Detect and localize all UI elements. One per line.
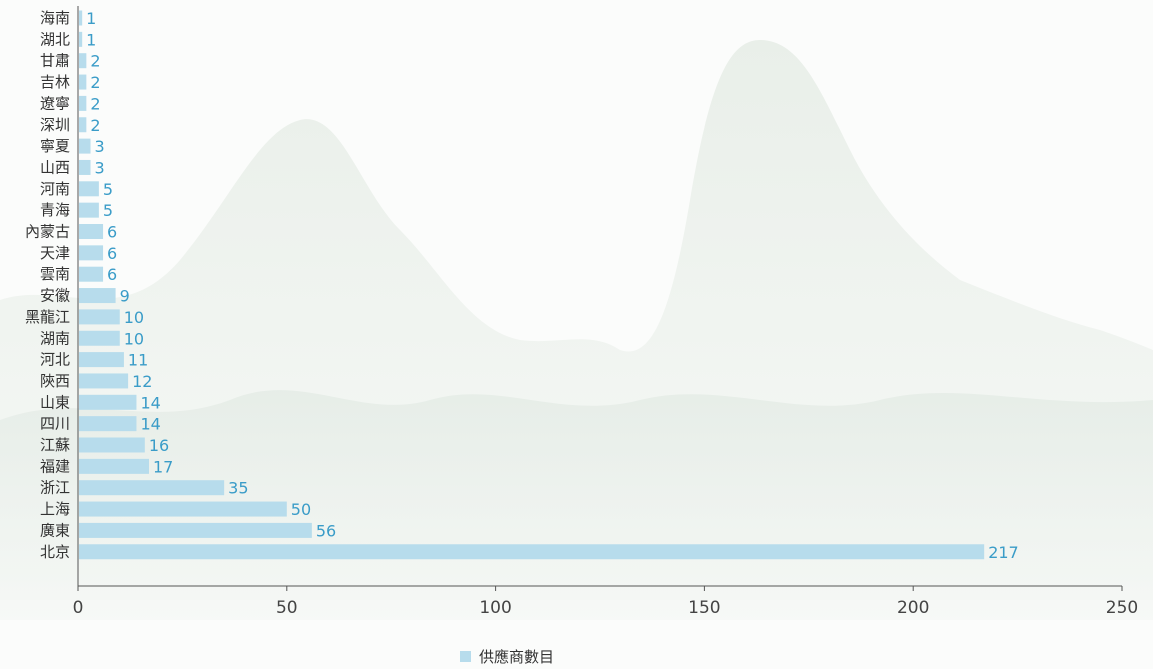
value-label: 1 — [86, 30, 96, 49]
bar — [79, 373, 129, 389]
value-label: 10 — [124, 329, 144, 348]
x-tick-label: 100 — [479, 598, 511, 618]
value-label: 3 — [95, 158, 105, 177]
bar — [79, 10, 83, 26]
category-label: 福建 — [40, 457, 70, 475]
category-label: 青海 — [40, 201, 70, 219]
value-label: 10 — [124, 308, 144, 327]
bar — [79, 266, 104, 282]
value-label: 12 — [132, 372, 152, 391]
category-label: 上海 — [40, 500, 70, 518]
category-label: 湖南 — [40, 329, 70, 347]
bar — [79, 352, 124, 368]
bar — [79, 245, 104, 261]
value-label: 2 — [90, 73, 100, 92]
category-label: 山東 — [40, 393, 70, 411]
bar — [79, 416, 137, 432]
category-label: 山西 — [40, 158, 70, 176]
category-label: 廣東 — [40, 521, 70, 539]
category-label: 遼寧 — [40, 94, 70, 112]
value-label: 11 — [128, 351, 148, 370]
value-label: 6 — [107, 244, 117, 263]
value-label: 9 — [120, 287, 130, 306]
bar — [79, 501, 287, 517]
category-label: 內蒙古 — [25, 223, 70, 241]
category-label: 浙江 — [40, 479, 70, 497]
bar — [79, 95, 87, 111]
x-tick-label: 150 — [688, 598, 720, 618]
value-label: 2 — [90, 116, 100, 135]
category-label: 河北 — [40, 351, 70, 369]
bar — [79, 53, 87, 69]
value-label: 35 — [228, 479, 248, 498]
x-tick-label: 200 — [897, 598, 929, 618]
bar — [79, 224, 104, 239]
bar — [79, 330, 120, 346]
bar — [79, 159, 91, 175]
bar — [79, 394, 137, 410]
category-label: 四川 — [40, 415, 70, 433]
value-label: 2 — [90, 94, 100, 113]
legend: 供應商數目 — [460, 648, 554, 666]
category-label: 江蘇 — [40, 436, 70, 454]
bar — [79, 522, 312, 538]
category-label: 安徽 — [40, 287, 70, 305]
bar — [79, 288, 116, 304]
category-label: 湖北 — [40, 30, 70, 48]
x-tick-label: 50 — [276, 598, 298, 618]
x-axis-ticks: 0 50 100 150 200 250 — [73, 586, 1138, 618]
value-label: 5 — [103, 180, 113, 199]
bars — [79, 10, 985, 560]
category-label: 黑龍江 — [25, 308, 70, 326]
bar — [79, 437, 145, 453]
x-tick-label: 0 — [73, 598, 84, 618]
value-label: 14 — [140, 393, 160, 412]
category-label: 深圳 — [40, 116, 70, 134]
bar — [79, 138, 91, 154]
x-tick-label: 250 — [1106, 598, 1138, 618]
bar — [79, 181, 99, 197]
value-label: 5 — [103, 201, 113, 220]
category-label: 陝西 — [40, 372, 70, 390]
legend-swatch — [460, 651, 471, 662]
category-label: 甘肅 — [40, 52, 70, 70]
value-label: 56 — [316, 521, 336, 540]
legend-label: 供應商數目 — [479, 648, 554, 666]
category-label: 北京 — [40, 543, 70, 561]
bar — [79, 31, 83, 47]
category-label: 寧夏 — [40, 137, 70, 155]
value-label: 17 — [153, 457, 173, 476]
category-label: 天津 — [40, 244, 70, 262]
value-label: 2 — [90, 52, 100, 71]
category-label: 海南 — [40, 9, 70, 27]
bar — [79, 117, 87, 133]
bar — [79, 309, 120, 325]
category-label: 雲南 — [40, 265, 70, 283]
value-label: 3 — [95, 137, 105, 156]
value-label: 14 — [140, 415, 160, 434]
category-label: 河南 — [40, 180, 70, 198]
value-label: 217 — [988, 543, 1019, 562]
bar — [79, 202, 99, 218]
value-label: 1 — [86, 9, 96, 28]
bar — [79, 74, 87, 90]
category-label: 吉林 — [40, 73, 70, 91]
value-label: 16 — [149, 436, 169, 455]
bar — [79, 480, 225, 496]
value-label: 6 — [107, 223, 117, 242]
bar — [79, 544, 985, 560]
bar — [79, 458, 149, 474]
value-label: 50 — [291, 500, 311, 519]
value-label: 6 — [107, 265, 117, 284]
category-labels: 北京 廣東 上海 浙江 福建 江蘇 四川 山東 陝西 河北 湖南 黑龍江 安徽 雲南 天津 內蒙古 青海 河南 山西… — [25, 9, 70, 561]
